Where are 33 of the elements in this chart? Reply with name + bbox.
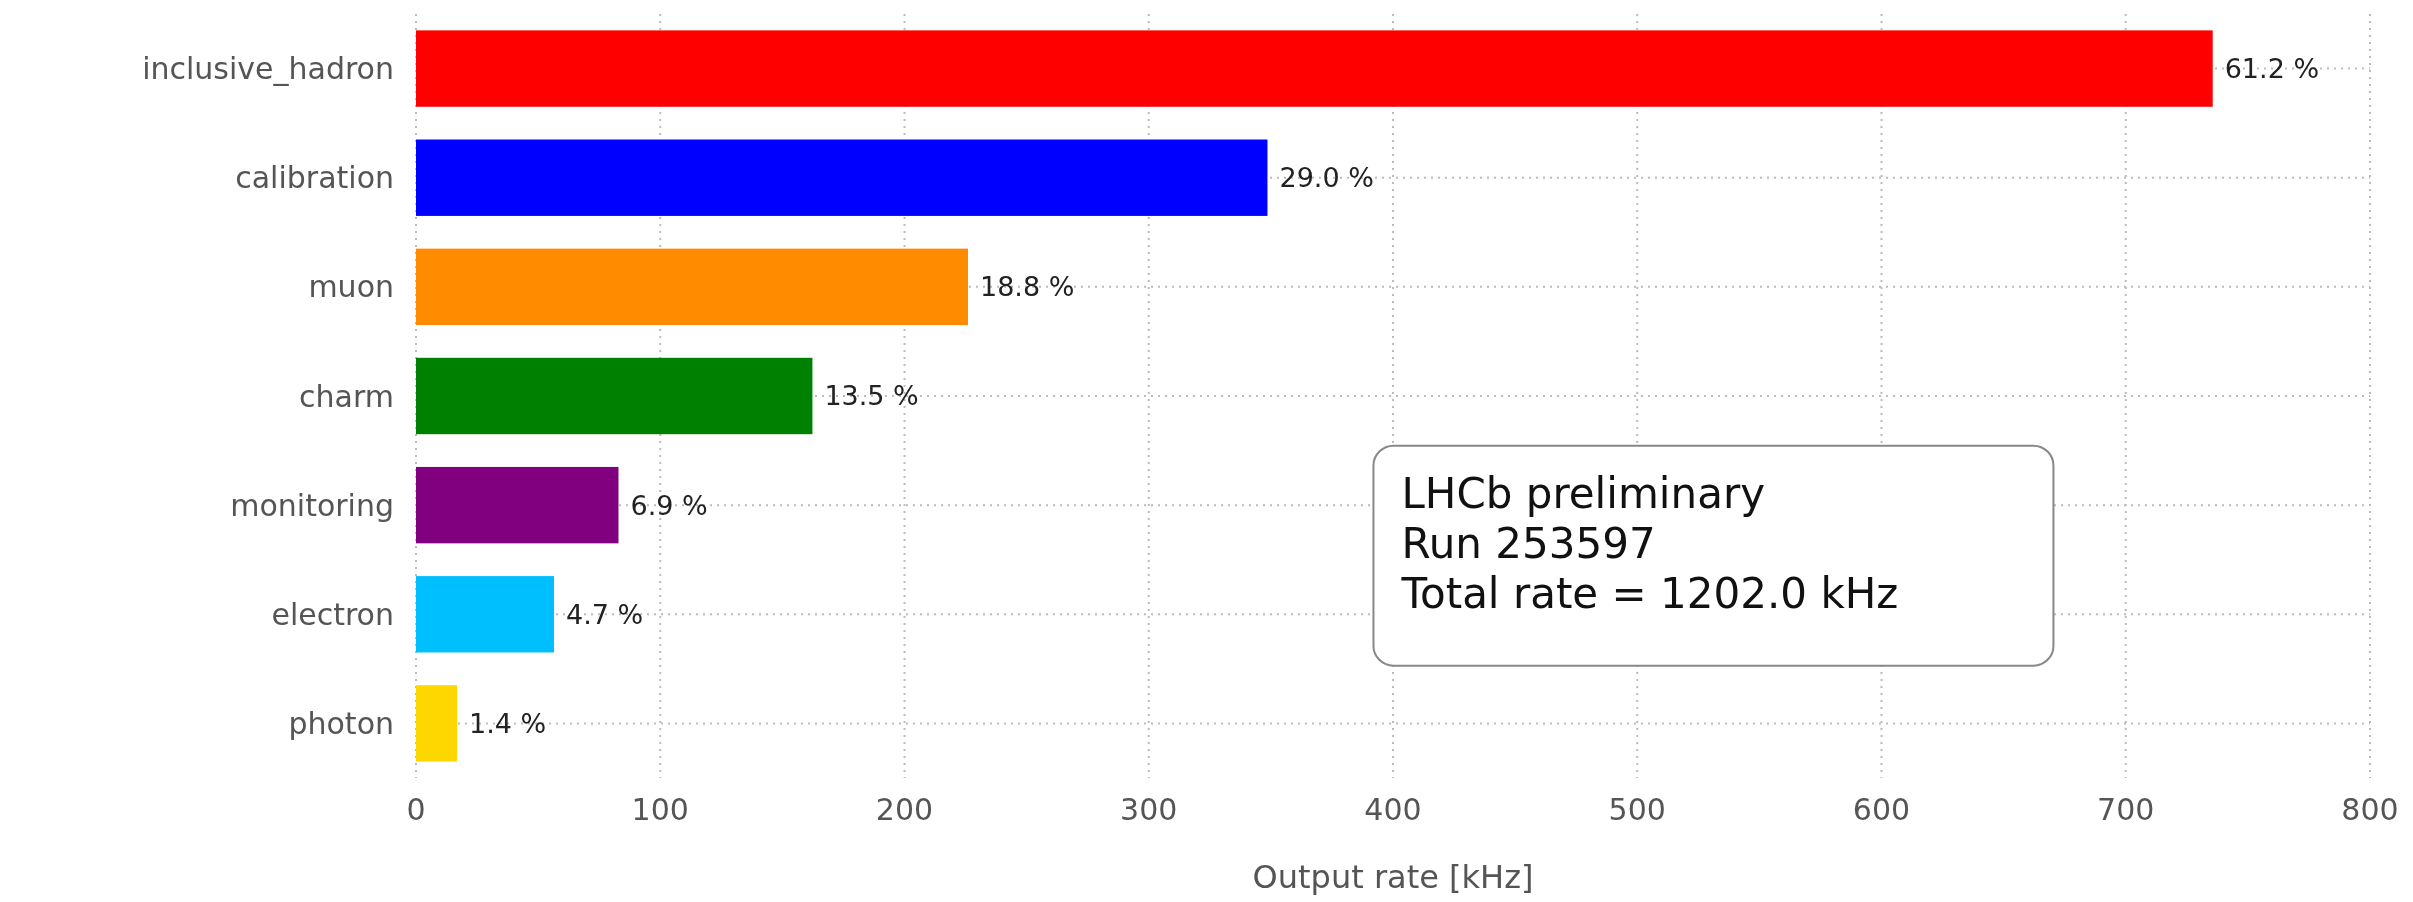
annotation: LHCb preliminary Run 253597 Total rate = 1202.0 kHz bbox=[1400, 468, 1899, 618]
annotation: 6.9 % bbox=[630, 489, 708, 521]
x-tick-label: 700 bbox=[2097, 792, 2155, 827]
x-tick-label: 800 bbox=[2341, 792, 2399, 827]
x-tick-label: 300 bbox=[1120, 792, 1178, 827]
y-tick-label: charm bbox=[299, 378, 394, 414]
bar bbox=[416, 248, 969, 326]
annotation: 18.8 % bbox=[980, 271, 1075, 303]
x-tick-label: 600 bbox=[1852, 792, 1911, 827]
bar bbox=[416, 685, 458, 762]
annotation: 29.0 % bbox=[1279, 162, 1374, 194]
x-tick-label: 100 bbox=[631, 792, 689, 827]
y-tick-label: monitoring bbox=[230, 487, 394, 523]
bar bbox=[416, 576, 554, 653]
x-tick-label: 200 bbox=[875, 792, 934, 827]
text-box: LHCb preliminary Run 253597 Total rate = 1202.0 kHz bbox=[1372, 444, 2055, 667]
bar bbox=[416, 30, 2213, 107]
annotation: 13.5 % bbox=[824, 380, 919, 412]
annotation: 4.7 % bbox=[566, 598, 644, 630]
x-tick-label: 400 bbox=[1364, 792, 1422, 827]
y-tick-label: photon bbox=[288, 705, 394, 741]
y-tick-label: calibration bbox=[235, 160, 394, 196]
bar bbox=[416, 466, 619, 544]
x-axis-title: Output rate [kHz] bbox=[1252, 858, 1534, 896]
bar bbox=[416, 139, 1268, 216]
y-tick-label: muon bbox=[308, 269, 394, 305]
annotation: 1.4 % bbox=[469, 707, 547, 739]
x-tick-label: 500 bbox=[1608, 792, 1666, 827]
y-tick-label: electron bbox=[271, 596, 394, 632]
y-tick-label: inclusive_hadron bbox=[142, 51, 394, 87]
x-tick-label: 0 bbox=[406, 792, 426, 827]
bar bbox=[416, 357, 813, 435]
annotation: 61.2 % bbox=[2224, 53, 2320, 85]
